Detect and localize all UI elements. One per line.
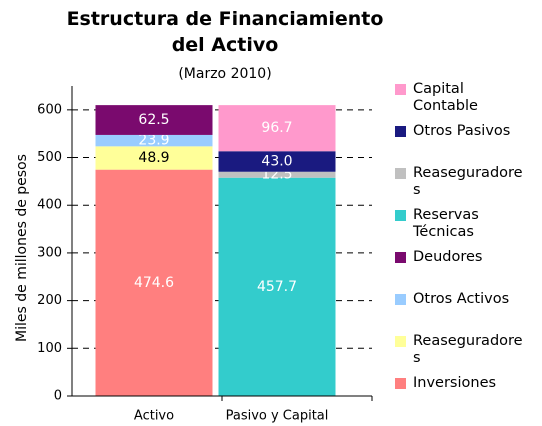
y-axis-label: Miles de millones de pesos	[14, 154, 30, 342]
data-label: 48.9	[138, 150, 169, 166]
bar-segment	[218, 177, 336, 396]
x-tick-label: Activo	[134, 409, 174, 424]
x-tick-label: Pasivo y Capital	[226, 409, 329, 424]
y-tick-label: 400	[37, 198, 62, 213]
y-tick-label: 300	[37, 245, 62, 260]
y-tick-label: 600	[37, 102, 62, 117]
data-label: 62.5	[138, 112, 169, 128]
bar-segment	[218, 105, 336, 152]
legend-item: Deudores	[395, 249, 525, 266]
legend-label: Otros Activos	[413, 291, 510, 307]
bar-segment	[95, 169, 213, 396]
legend-swatch	[395, 378, 406, 389]
legend-label: Inversiones	[413, 375, 497, 391]
legend-swatch	[395, 168, 406, 179]
y-tick-label: 100	[37, 341, 62, 356]
legend-item: Reservas Técnicas	[395, 207, 525, 241]
legend-label: Capital Contable	[413, 81, 478, 114]
legend-label: Reservas Técnicas	[413, 207, 479, 240]
chart-subtitle: (Marzo 2010)	[178, 66, 272, 82]
legend-swatch	[395, 294, 406, 305]
legend-item: Inversiones	[395, 375, 525, 392]
y-tick-label: 0	[54, 389, 62, 404]
data-label: 23.9	[138, 133, 169, 149]
y-tick-label: 500	[37, 150, 62, 165]
legend-label: Otros Pasivos	[413, 123, 511, 139]
bar-segment	[95, 134, 213, 147]
legend-label: Reaseguradores	[413, 165, 523, 198]
legend-swatch	[395, 336, 406, 347]
data-label: 96.7	[261, 120, 292, 136]
legend-swatch	[395, 84, 406, 95]
data-label: 457.7	[257, 279, 297, 295]
bar-segment	[218, 171, 336, 178]
chart-title: Estructura de Financiamiento del Activo	[66, 8, 384, 56]
bar-segment	[95, 105, 213, 135]
legend-swatch	[395, 252, 406, 263]
y-tick-label: 200	[37, 293, 62, 308]
legend-item: Capital Contable	[395, 81, 525, 115]
legend-item: Reaseguradores	[395, 165, 525, 199]
bar-segment	[95, 146, 213, 170]
data-label: 43.0	[261, 153, 292, 169]
legend-swatch	[395, 126, 406, 137]
legend-swatch	[395, 210, 406, 221]
legend-label: Deudores	[413, 249, 483, 265]
legend-item: Otros Activos	[395, 291, 525, 308]
legend-item: Reaseguradores	[395, 333, 525, 367]
bar-segment	[218, 151, 336, 172]
legend-label: Reaseguradores	[413, 333, 523, 366]
data-label: 474.6	[134, 275, 174, 291]
legend-item: Otros Pasivos	[395, 123, 525, 140]
